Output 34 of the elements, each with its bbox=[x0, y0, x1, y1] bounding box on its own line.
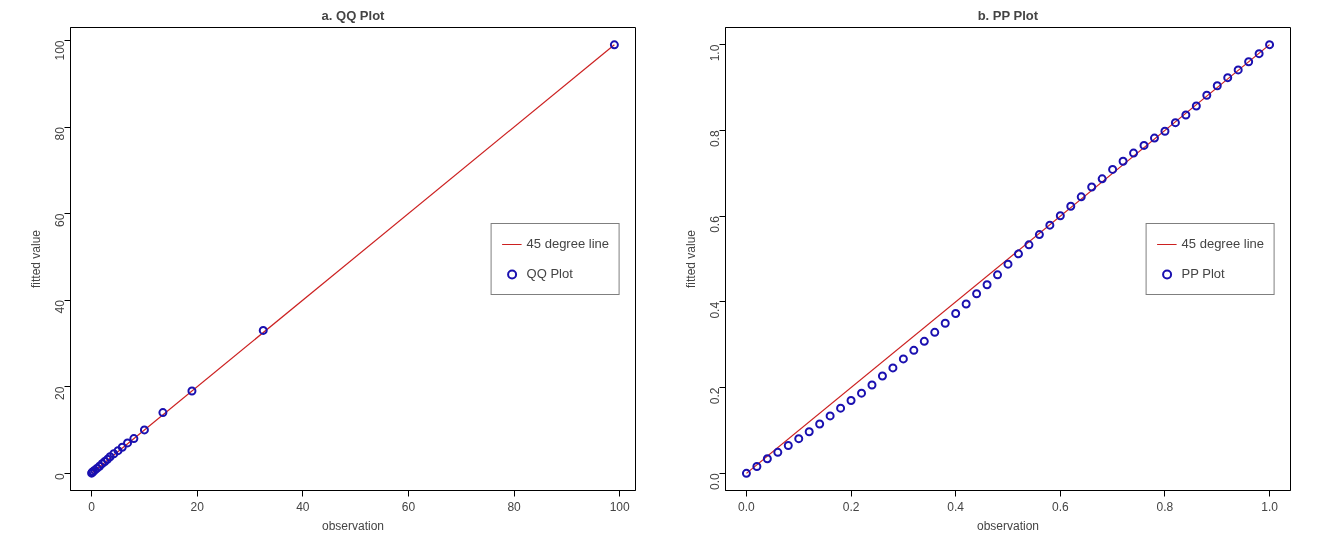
x-axis-title: observation bbox=[976, 518, 1040, 533]
x-tick-label: 0.6 bbox=[1051, 499, 1069, 514]
x-tick-label: 0.2 bbox=[842, 499, 860, 514]
y-tick-label: 60 bbox=[53, 213, 67, 227]
y-tick-label: 0 bbox=[53, 472, 67, 480]
x-tick-label: 0.8 bbox=[1156, 499, 1174, 514]
x-tick-label: 80 bbox=[507, 499, 522, 514]
y-axis-title: fitted value bbox=[683, 229, 698, 289]
x-axis-title: observation bbox=[321, 518, 385, 533]
legend-label: 45 degree line bbox=[1181, 236, 1264, 251]
legend-label: QQ Plot bbox=[526, 266, 573, 281]
x-tick-label: 20 bbox=[190, 499, 205, 514]
x-tick-label: 0 bbox=[88, 499, 96, 514]
y-tick-label: 0.2 bbox=[708, 387, 722, 405]
chart-title: b. PP Plot bbox=[977, 7, 1039, 23]
legend-label: 45 degree line bbox=[526, 236, 609, 251]
y-tick-label: 20 bbox=[53, 386, 67, 400]
x-tick-label: 0.0 bbox=[738, 499, 756, 514]
x-tick-label: 100 bbox=[609, 499, 630, 514]
chart-title: a. QQ Plot bbox=[321, 7, 386, 23]
y-tick-label: 80 bbox=[53, 126, 67, 141]
y-tick-label: 0.8 bbox=[708, 130, 722, 148]
y-tick-label: 0.0 bbox=[708, 473, 722, 491]
x-tick-label: 1.0 bbox=[1261, 499, 1279, 514]
x-tick-label: 40 bbox=[296, 499, 310, 514]
y-tick-label: 100 bbox=[53, 40, 67, 61]
y-tick-label: 1.0 bbox=[708, 44, 722, 62]
y-axis-title: fitted value bbox=[28, 229, 43, 289]
legend-label: PP Plot bbox=[1181, 266, 1225, 281]
x-tick-label: 60 bbox=[401, 499, 416, 514]
y-tick-label: 0.6 bbox=[708, 215, 722, 233]
y-tick-label: 40 bbox=[53, 299, 67, 314]
x-tick-label: 0.4 bbox=[947, 499, 965, 514]
y-tick-label: 0.4 bbox=[708, 301, 722, 319]
